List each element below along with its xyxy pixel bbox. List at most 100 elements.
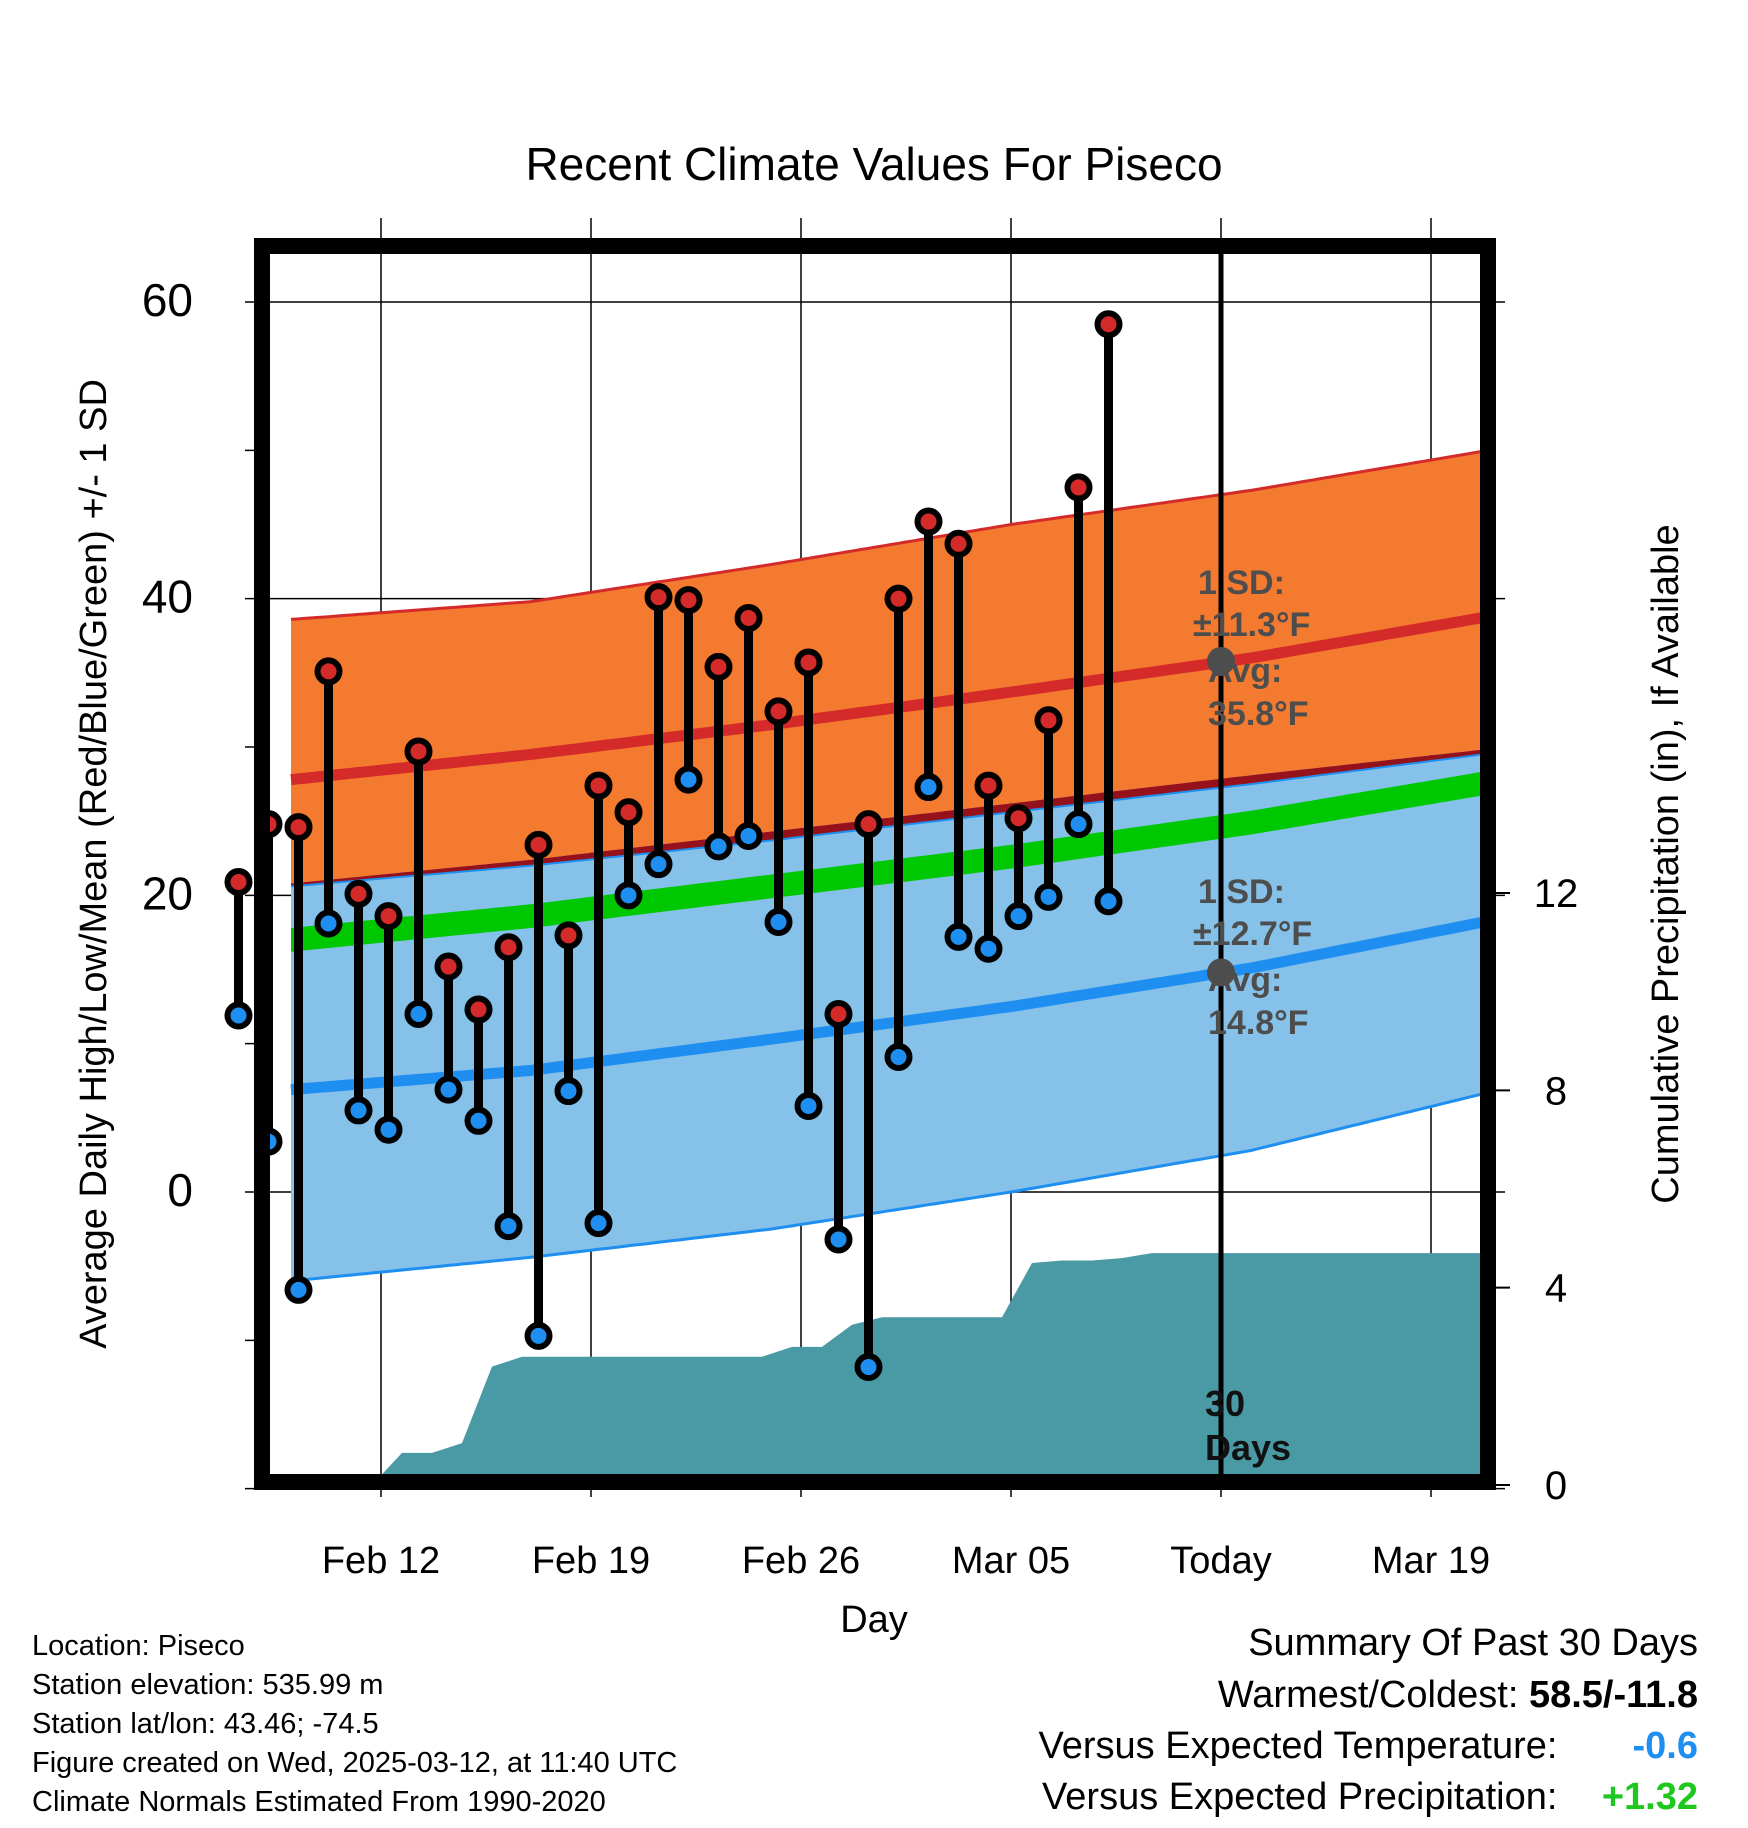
high-avg-value: 35.8°F [1208,695,1309,733]
daily-high-point [284,813,313,842]
daily-low-point [284,1275,313,1304]
low-avg-value: 14.8°F [1208,1004,1309,1042]
daily-low-point [854,1353,883,1382]
precip-value: +1.32 [1601,1776,1698,1818]
daily-high-point [944,529,973,558]
daily-high-point [344,879,373,908]
daily-high-point [704,652,733,681]
warm-cold-value: 58.5/-11.8 [1528,1674,1698,1716]
footer-latlon: Station lat/lon: 43.46; -74.5 [32,1708,379,1740]
daily-high-point [1064,473,1093,502]
daily-low-point [944,922,973,951]
daily-high-point [1094,310,1123,339]
today-days-label: Days [1205,1427,1291,1468]
daily-low-point [764,908,793,937]
x-tick-label: Mar 19 [1372,1540,1490,1582]
x-tick-label: Feb 19 [532,1540,650,1582]
daily-high-point [374,902,403,931]
y-left-tick-label: 0 [167,1164,193,1216]
x-axis-label: Day [840,1599,908,1641]
daily-high-point [1004,804,1033,833]
daily-low-point [884,1043,913,1072]
daily-high-point [404,737,433,766]
daily-low-point [554,1077,583,1106]
daily-high-point [524,830,553,859]
summary-title: Summary Of Past 30 Days [1248,1622,1698,1664]
daily-high-point [974,771,1003,800]
daily-high-point [224,867,253,896]
precip-area [374,1253,1488,1482]
high-avg-label: Avg: [1208,652,1282,690]
summary-temperature: Versus Expected Temperature: -0.6 [1039,1725,1698,1768]
high-sd-value: ±11.3°F [1193,606,1310,644]
y-right-tick-label: 12 [1534,872,1579,916]
daily-low-point [704,832,733,861]
daily-low-point [974,934,1003,963]
daily-low-point [1034,882,1063,911]
temp-label: Versus Expected Temperature: [1038,1725,1558,1767]
daily-low-point [464,1106,493,1135]
daily-low-point [1064,810,1093,839]
daily-high-point [914,507,943,536]
daily-high-point [434,952,463,981]
x-tick-label: Feb 12 [322,1540,440,1582]
daily-low-point [914,773,943,802]
today-days-number: 30 [1205,1383,1245,1424]
daily-high-point [824,1000,853,1028]
low-sd-lower-line [290,1091,1488,1283]
today-low-avg-marker [1207,958,1235,987]
low-avg-label: Avg: [1208,961,1282,999]
daily-low-point [1004,902,1033,931]
daily-high-point [494,933,523,962]
summary-warmest-coldest: Warmest/Coldest: 58.5/-11.8 [1218,1674,1698,1717]
daily-low-point [1094,887,1123,916]
daily-high-point [314,657,343,686]
daily-low-point [674,765,703,794]
chart-title: Recent Climate Values For Piseco [525,138,1222,190]
daily-low-point [794,1091,823,1120]
x-tick-label: Today [1170,1540,1271,1582]
y-right-tick-label: 0 [1545,1464,1567,1508]
y-left-axis-label: Average Daily High/Low/Mean (Red/Blue/Gr… [73,379,115,1349]
daily-low-point [374,1115,403,1144]
daily-high-point [644,583,673,612]
footer-elevation: Station elevation: 535.99 m [32,1669,384,1701]
y-left-tick-label: 40 [142,571,193,623]
low-sd-band [291,753,1488,1281]
daily-low-point [404,1000,433,1028]
daily-low-point [344,1096,373,1125]
daily-low-point [524,1321,553,1350]
footer-location: Location: Piseco [32,1630,245,1662]
daily-high-point [854,810,883,839]
daily-low-point [314,909,343,938]
high-sd-upper-line [290,448,1488,621]
high-sd-label: 1 SD: [1198,564,1285,602]
daily-high-point [764,697,793,726]
y-left-tick-label: 20 [142,867,193,919]
today-high-avg-marker [1207,646,1235,675]
low-sd-label: 1 SD: [1198,873,1285,911]
daily-low-point [224,1001,253,1030]
daily-high-point [584,771,613,800]
daily-low-point [734,822,763,850]
summary-precipitation: Versus Expected Precipitation: +1.32 [1042,1776,1698,1819]
temp-value: -0.6 [1632,1725,1698,1767]
daily-high-point [1034,706,1063,735]
y-left-tick-label: 60 [142,274,193,326]
low-sd-value: ±12.7°F [1193,915,1312,953]
x-tick-label: Mar 05 [952,1540,1070,1582]
daily-low-point [494,1212,523,1241]
daily-low-point [644,850,673,879]
warm-cold-label: Warmest/Coldest: [1217,1674,1519,1716]
daily-low-point [434,1075,463,1104]
daily-low-point [614,881,643,910]
daily-high-point [794,648,823,677]
normal-mean-band [291,770,1488,952]
precip-label: Versus Expected Precipitation: [1042,1776,1558,1818]
x-tick-label: Feb 26 [742,1540,860,1582]
y-right-tick-label: 4 [1545,1267,1567,1311]
daily-low-point [584,1209,613,1238]
daily-high-point [884,584,913,613]
mean-overlap-band [291,749,1488,887]
